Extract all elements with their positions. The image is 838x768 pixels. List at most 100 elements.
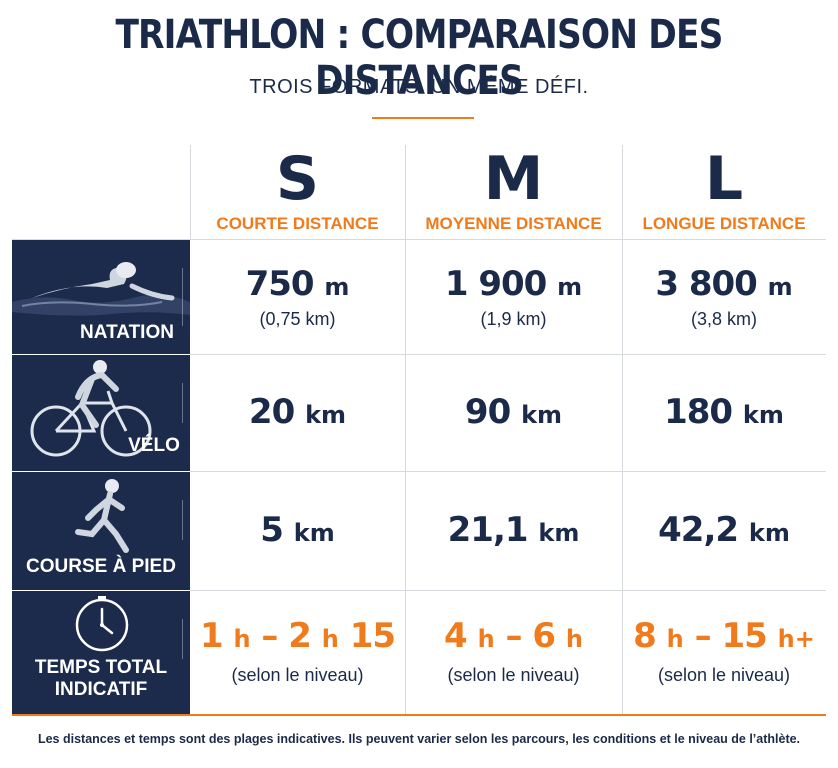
grid-line [622, 145, 623, 715]
row-divider [182, 500, 183, 540]
footnote: Les distances et temps sont des plages i… [37, 732, 801, 746]
value-unit: km [742, 401, 784, 429]
time-value: 6 [532, 616, 556, 656]
grid-line [405, 145, 406, 715]
cell-course-m: 21,1 km [405, 510, 622, 553]
column-letter: S [275, 144, 320, 214]
cell-course-s: 5 km [190, 510, 405, 553]
row-label-course: COURSE À PIED [26, 556, 176, 577]
cell-value: 4 h – 6 h [405, 616, 622, 659]
value-unit: km [538, 519, 580, 547]
time-unit: h [321, 625, 339, 653]
row-label-natation: NATATION [80, 322, 174, 343]
cell-value: 5 km [190, 510, 405, 553]
cell-natation-l: 3 800 m (3,8 km) [622, 264, 826, 331]
cell-value: 750 m [190, 264, 405, 307]
time-unit: h [666, 625, 684, 653]
cell-velo-l: 180 km [622, 392, 826, 435]
cell-value: 1 h – 2 h 15 [190, 616, 405, 659]
column-label: COURTE DISTANCE [216, 214, 379, 233]
time-dash: – [694, 616, 712, 656]
runner-illustration [75, 479, 129, 553]
column-label: LONGUE DISTANCE [642, 214, 806, 233]
cell-sub: (selon le niveau) [657, 665, 791, 685]
cell-temps-s: 1 h – 2 h 15 (selon le niveau) [190, 616, 405, 687]
value-number: 180 [664, 392, 733, 432]
swimmer-illustration [12, 262, 190, 316]
column-header-l: L LONGUE DISTANCE [622, 145, 826, 240]
time-value: 4 [444, 616, 468, 656]
time-value: 8 [633, 616, 657, 656]
row-divider [182, 268, 183, 326]
row-label-line: TEMPS TOTAL [34, 657, 168, 678]
grid-line [12, 239, 826, 240]
value-unit: km [748, 519, 790, 547]
column-letter: L [704, 144, 744, 214]
cell-natation-m: 1 900 m (1,9 km) [405, 264, 622, 331]
time-dash: – [261, 616, 278, 656]
value-number: 20 [248, 392, 295, 432]
column-header-m: M MOYENNE DISTANCE [405, 145, 622, 240]
row-label-line: INDICATIF [54, 679, 148, 700]
row-label-velo: VÉLO [128, 435, 180, 456]
row-header-temps: TEMPS TOTAL INDICATIF [12, 591, 190, 714]
cell-value: 180 km [622, 392, 826, 435]
clock-icon [75, 596, 129, 652]
cell-value: 90 km [405, 392, 622, 435]
grid-line [190, 590, 826, 591]
value-unit: m [767, 273, 793, 301]
grid-line [190, 354, 826, 355]
page-title: TRIATHLON : COMPARAISON DES DISTANCES [115, 12, 723, 104]
time-unit: h [565, 625, 583, 653]
cell-temps-l: 8 h – 15 h+ (selon le niveau) [622, 616, 826, 687]
row-header-velo: VÉLO [12, 355, 190, 471]
cell-value: 3 800 m [622, 264, 826, 307]
row-divider [182, 619, 183, 659]
cell-sub: (selon le niveau) [447, 665, 580, 685]
cell-value: 42,2 km [622, 510, 826, 553]
value-number: 3 800 [655, 264, 757, 304]
grid-line [190, 471, 826, 472]
value-number: 21,1 [447, 510, 529, 550]
cell-sub: (selon le niveau) [231, 665, 364, 685]
row-header-course: COURSE À PIED [12, 472, 190, 590]
bottom-rule [12, 714, 826, 716]
value-unit: m [324, 273, 350, 301]
time-value: 15 [721, 616, 767, 656]
cell-sub: (0,75 km) [259, 309, 336, 329]
cell-velo-m: 90 km [405, 392, 622, 435]
value-unit: m [557, 273, 583, 301]
value-number: 1 900 [444, 264, 547, 304]
cell-value: 20 km [190, 392, 405, 435]
time-value: 15 [349, 616, 396, 656]
grid-line [190, 145, 191, 240]
cell-value: 1 900 m [405, 264, 622, 307]
row-header-natation: NATATION [12, 240, 190, 354]
value-number: 42,2 [658, 510, 739, 550]
cyclist-illustration [30, 360, 152, 457]
time-value: 2 [288, 616, 312, 656]
title-underline [372, 117, 474, 119]
value-number: 90 [464, 392, 511, 432]
column-letter: M [483, 144, 544, 214]
value-unit: km [521, 401, 563, 429]
time-dash: – [505, 616, 523, 656]
time-unit: h [477, 625, 495, 653]
time-unit: h [233, 625, 251, 653]
value-number: 750 [245, 264, 315, 304]
column-label: MOYENNE DISTANCE [425, 214, 602, 233]
cell-natation-s: 750 m (0,75 km) [190, 264, 405, 331]
cell-velo-s: 20 km [190, 392, 405, 435]
cell-sub: (3,8 km) [690, 309, 757, 329]
row-label-temps: TEMPS TOTAL INDICATIF [26, 657, 176, 701]
time-value: 1 [199, 616, 224, 656]
column-header-s: S COURTE DISTANCE [190, 145, 405, 240]
cell-value: 8 h – 15 h+ [622, 616, 826, 659]
value-number: 5 [260, 510, 284, 550]
cell-sub: (1,9 km) [480, 309, 547, 329]
value-unit: km [293, 519, 335, 547]
value-unit: km [305, 401, 347, 429]
row-divider [182, 383, 183, 423]
time-unit: h+ [777, 625, 815, 653]
cell-value: 21,1 km [405, 510, 622, 553]
